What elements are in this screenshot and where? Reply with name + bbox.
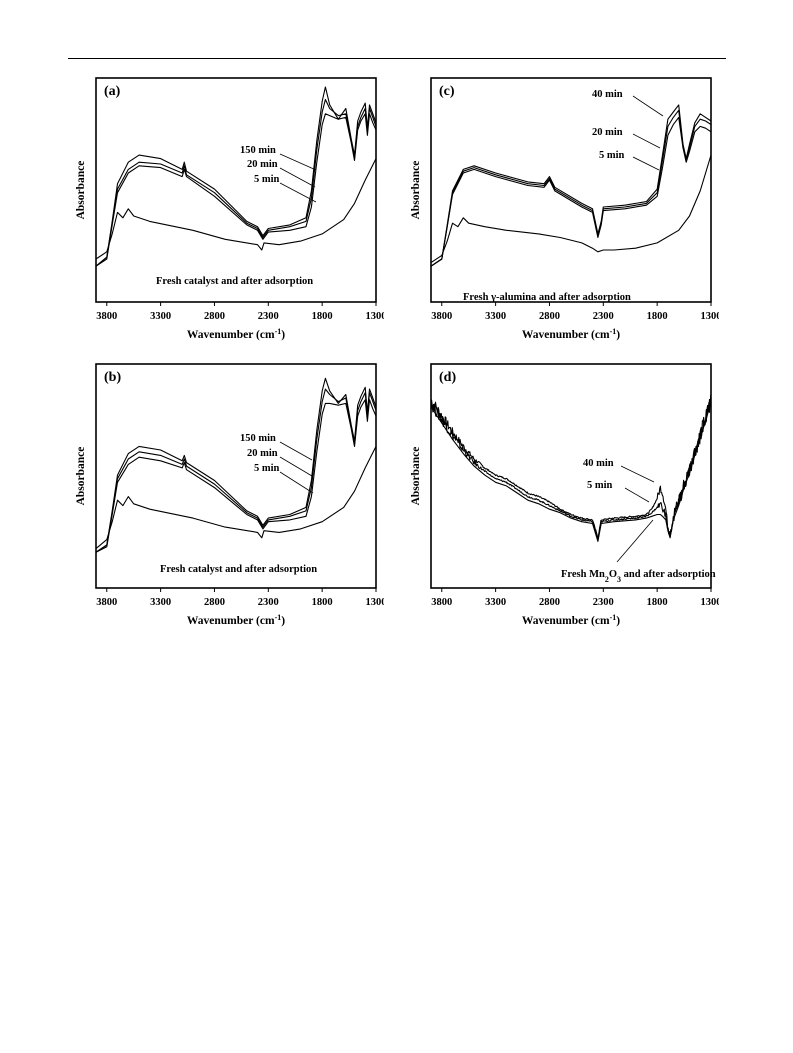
annotation-5min-a: 5 min — [254, 174, 280, 185]
annotation-20min-b: 20 min — [247, 448, 278, 459]
x-tick-label-c-0: 3800 — [431, 311, 452, 322]
series-line-c-5-min — [430, 116, 712, 267]
chart-c-svg: (c) 3800 3300 2800 2300 1800 1300 Absorbance … — [410, 77, 719, 342]
leader-line-5min-a — [279, 182, 317, 203]
annotation-40min-c: 40 min — [592, 89, 623, 100]
leader-line-5min-d — [624, 487, 650, 503]
series-line-d-40-min — [430, 394, 712, 539]
annotation-fresh-c: Fresh γ-alumina and after adsorption — [463, 292, 631, 303]
leader-line-150min-a — [279, 153, 317, 171]
annotation-fresh-a: Fresh catalyst and after adsorption — [156, 276, 313, 287]
x-tick-label-d-4: 1800 — [647, 597, 668, 608]
leader-line-150min-b — [279, 441, 313, 461]
x-tick-label-a-3: 2300 — [258, 311, 279, 322]
chart-panel-c: (c) 3800 3300 2800 2300 1800 1300 Absorbance … — [407, 74, 719, 346]
x-tick-label-a-0: 3800 — [96, 311, 117, 322]
x-tick-label-d-2: 2800 — [539, 597, 560, 608]
series-layer-a — [95, 86, 377, 267]
annotation-5min-b: 5 min — [254, 463, 280, 474]
series-layer-c — [430, 104, 712, 267]
chart-panel-b: (b) 3800 3300 2800 2300 1800 1300 Absorbance … — [72, 360, 384, 632]
x-tick-label-b-4: 1800 — [312, 597, 333, 608]
plot-frame-a — [95, 77, 377, 303]
series-line-c-fresh-alumina-and-after-adsorption — [430, 154, 712, 264]
series-line-b-5-min — [95, 399, 377, 553]
x-tick-label-b-3: 2300 — [258, 597, 279, 608]
x-tick-label-c-1: 3300 — [485, 311, 506, 322]
annotation-fresh-d: Fresh Mn2O3 and after adsorption — [561, 569, 716, 584]
series-line-d-5-min — [430, 401, 712, 540]
series-line-a-5-min — [95, 113, 377, 267]
series-line-b-150-min — [95, 377, 377, 553]
series-line-b-fresh-catalyst-and-after-adsorption — [95, 446, 377, 550]
y-axis-label-a: Absorbance — [75, 161, 87, 220]
x-tick-label-d-0: 3800 — [431, 597, 452, 608]
panel-label-a: (a) — [104, 84, 121, 99]
series-layer-d — [430, 394, 712, 542]
x-tick-label-c-4: 1800 — [647, 311, 668, 322]
annotation-5min-c: 5 min — [599, 150, 625, 161]
series-line-b-20-min — [95, 388, 377, 553]
panel-label-c: (c) — [439, 84, 455, 99]
y-axis-label-d: Absorbance — [410, 447, 422, 506]
series-line-d-fresh-mn2o3-and-after-adsorption — [430, 401, 712, 542]
tick-layer-d: 3800 3300 2800 2300 1800 1300 — [431, 588, 719, 608]
y-axis-label-b: Absorbance — [75, 447, 87, 506]
x-tick-label-a-1: 3300 — [150, 311, 171, 322]
series-layer-b — [95, 377, 377, 553]
x-tick-label-c-5: 1300 — [701, 311, 720, 322]
leader-line-20min-b — [279, 456, 313, 477]
chart-panel-d: (d) 3800 3300 2800 2300 1800 1300 Absorbance … — [407, 360, 719, 632]
series-line-a-20-min — [95, 98, 377, 267]
chart-d-svg: (d) 3800 3300 2800 2300 1800 1300 Absorbance … — [410, 363, 719, 628]
annotation-150min-b: 150 min — [240, 433, 276, 444]
x-tick-label-d-5: 1300 — [701, 597, 720, 608]
series-line-c-40-min — [430, 104, 712, 267]
leader-line-20min-c — [632, 133, 661, 149]
x-tick-label-d-3: 2300 — [593, 597, 614, 608]
annotation-150min-a: 150 min — [240, 145, 276, 156]
y-axis-label-c: Absorbance — [410, 161, 422, 220]
leader-line-fresh-d — [616, 519, 654, 563]
x-axis-label-b: Wavenumber (cm-1) — [187, 613, 285, 628]
page-header-rule — [68, 58, 726, 59]
x-tick-label-d-1: 3300 — [485, 597, 506, 608]
x-tick-label-a-5: 1300 — [366, 311, 385, 322]
chart-a-svg: (a) 3800 3300 2800 2300 1800 1300 Absorbance … — [75, 77, 384, 342]
chart-panel-a: (a) 3800 3300 2800 2300 1800 1300 Absorbance … — [72, 74, 384, 346]
x-tick-label-b-2: 2800 — [204, 597, 225, 608]
x-tick-label-b-1: 3300 — [150, 597, 171, 608]
tick-layer-b: 3800 3300 2800 2300 1800 1300 — [96, 588, 384, 608]
panel-label-d: (d) — [439, 370, 456, 385]
x-tick-label-c-2: 2800 — [539, 311, 560, 322]
panel-label-b: (b) — [104, 370, 121, 385]
annotation-40min-d: 40 min — [583, 458, 614, 469]
x-axis-label-d: Wavenumber (cm-1) — [522, 613, 620, 628]
tick-layer-a: 3800 3300 2800 2300 1800 1300 — [96, 302, 384, 322]
tick-layer-c: 3800 3300 2800 2300 1800 1300 — [431, 302, 719, 322]
x-axis-label-c: Wavenumber (cm-1) — [522, 327, 620, 342]
annotation-20min-a: 20 min — [247, 159, 278, 170]
chart-b-svg: (b) 3800 3300 2800 2300 1800 1300 Absorbance … — [75, 363, 384, 628]
annotation-5min-d: 5 min — [587, 480, 613, 491]
plot-frame-c — [430, 77, 712, 303]
leader-line-40min-d — [620, 465, 655, 483]
x-tick-label-b-0: 3800 — [96, 597, 117, 608]
x-tick-label-a-4: 1800 — [312, 311, 333, 322]
plot-frame-b — [95, 363, 377, 589]
series-line-a-fresh-catalyst-and-after-adsorption — [95, 158, 377, 260]
x-tick-label-a-2: 2800 — [204, 311, 225, 322]
leader-line-5min-c — [632, 156, 660, 171]
x-tick-label-c-3: 2300 — [593, 311, 614, 322]
leader-line-20min-a — [279, 167, 316, 188]
annotation-fresh-b: Fresh catalyst and after adsorption — [160, 564, 317, 575]
annotation-20min-c: 20 min — [592, 127, 623, 138]
leader-line-5min-b — [279, 471, 314, 494]
plot-frame-d — [430, 363, 712, 589]
x-tick-label-b-5: 1300 — [366, 597, 385, 608]
leader-line-40min-c — [632, 95, 664, 117]
series-line-a-150-min — [95, 86, 377, 267]
x-axis-label-a: Wavenumber (cm-1) — [187, 327, 285, 342]
